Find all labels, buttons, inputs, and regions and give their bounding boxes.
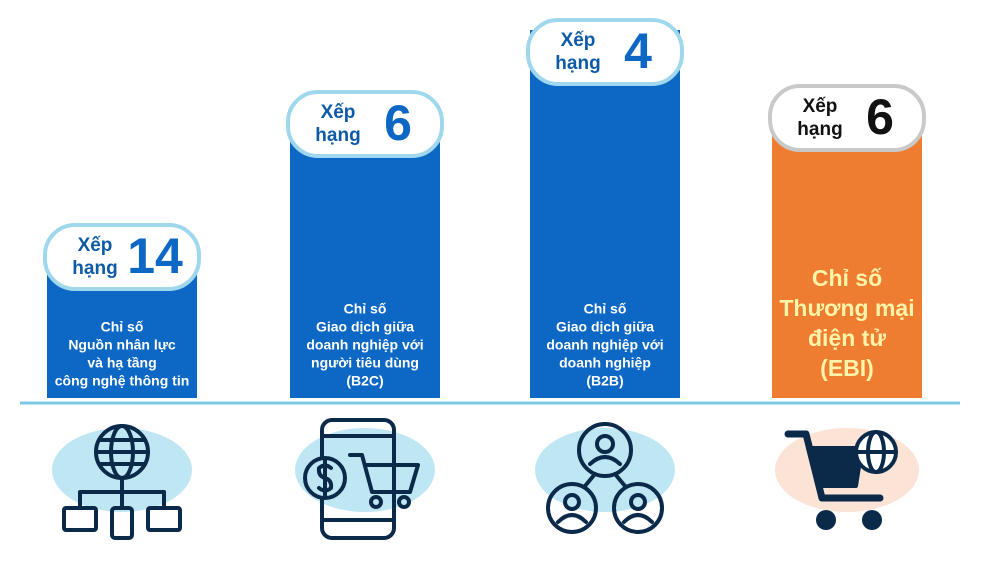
description: (EBI)	[820, 355, 874, 381]
description: doanh nghiệp	[559, 355, 651, 371]
rank-badge	[43, 223, 201, 291]
icons	[52, 418, 919, 540]
rank-label: hạng	[797, 119, 842, 140]
rank-number: 14	[127, 228, 183, 284]
description: Chỉ số	[101, 319, 144, 335]
description: doanh nghiệp với	[306, 337, 423, 353]
description: và hạ tầng	[87, 355, 156, 371]
network-icon	[62, 424, 182, 540]
description: Chỉ số	[584, 301, 627, 317]
bar	[530, 30, 680, 398]
bar	[290, 125, 440, 398]
description: Chỉ số	[344, 301, 387, 317]
bar	[772, 120, 922, 398]
description: Thương mại	[779, 295, 914, 321]
rank-label: hạng	[315, 125, 360, 146]
description: Nguồn nhân lực	[68, 337, 176, 353]
rank-badge	[768, 84, 926, 152]
description: điện tử	[808, 325, 886, 351]
rank-label: Xếp	[803, 96, 838, 117]
ecommerce-icon	[303, 418, 420, 540]
description: doanh nghiệp với	[546, 337, 663, 353]
description: Giao dịch giữa	[556, 319, 654, 335]
rank-badge	[286, 90, 444, 158]
icon-bg	[535, 428, 675, 512]
description: người tiêu dùng	[311, 355, 419, 371]
rank-label: hạng	[72, 258, 117, 279]
rank-number: 6	[866, 89, 894, 145]
description: Giao dịch giữa	[316, 319, 414, 335]
cart-icon	[784, 430, 898, 530]
rank-label: Xếp	[78, 235, 113, 256]
description: công nghệ thông tin	[55, 373, 190, 389]
rank-badge	[526, 18, 684, 86]
description: (B2B)	[586, 373, 623, 389]
rank-number: 4	[624, 23, 652, 79]
description: Chỉ số	[812, 265, 882, 291]
rank-number: 6	[384, 95, 412, 151]
rank-label: hạng	[555, 53, 600, 74]
description: (B2C)	[346, 373, 383, 389]
b2b-icon	[546, 422, 664, 534]
rank-label: Xếp	[321, 102, 356, 123]
rank-label: Xếp	[561, 30, 596, 51]
